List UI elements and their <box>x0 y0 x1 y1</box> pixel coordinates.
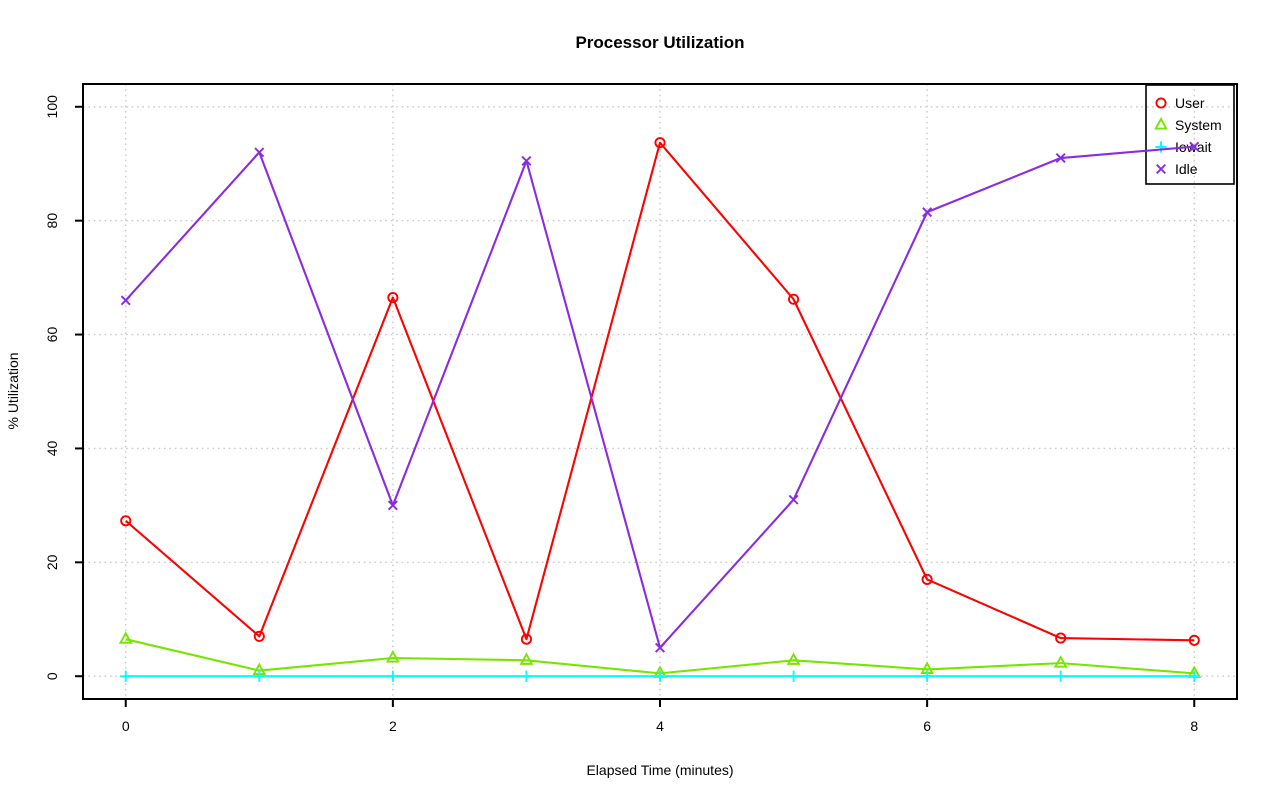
x-tick-label: 6 <box>923 718 931 734</box>
series-marker-iowait <box>654 670 666 682</box>
series-marker-user <box>1188 634 1200 646</box>
x-tick-label: 4 <box>656 718 664 734</box>
series-marker-user <box>1055 632 1067 644</box>
series-marker-user <box>387 291 399 304</box>
legend-label-user: User <box>1175 95 1205 111</box>
y-tick-label: 80 <box>44 213 60 229</box>
series-marker-idle <box>788 494 799 505</box>
series-system <box>118 631 1202 678</box>
series-marker-iowait <box>253 670 265 682</box>
series-marker-idle <box>387 500 398 511</box>
x-tick-label: 2 <box>389 718 397 734</box>
series-marker-iowait <box>520 670 533 682</box>
series-marker-idle <box>1189 141 1200 152</box>
series-marker-user <box>788 293 800 305</box>
y-tick-label: 100 <box>44 95 60 119</box>
series-marker-user <box>921 573 933 585</box>
series-marker-user <box>120 515 132 527</box>
series-marker-iowait <box>787 670 800 682</box>
y-tick-label: 40 <box>44 440 60 456</box>
series-marker-user <box>520 633 532 645</box>
grid-lines <box>83 84 1237 699</box>
legend-marker-idle-icon <box>1156 164 1166 174</box>
series-marker-user <box>253 630 265 642</box>
series-marker-system <box>118 631 133 644</box>
chart-title: Processor Utilization <box>575 33 744 52</box>
series-marker-idle <box>254 147 265 158</box>
series-marker-iowait <box>120 670 132 682</box>
legend-marker-iowait-icon <box>1155 141 1167 153</box>
x-tick-label: 8 <box>1190 718 1198 734</box>
series-marker-iowait <box>387 670 399 682</box>
x-tick-label: 0 <box>122 718 130 734</box>
series-marker-iowait <box>1188 670 1200 682</box>
series-marker-idle <box>655 642 665 653</box>
legend-label-idle: Idle <box>1175 161 1198 177</box>
series-marker-system <box>1053 655 1068 668</box>
series-idle <box>120 141 1200 653</box>
series-marker-user <box>654 137 666 149</box>
legend-label-system: System <box>1175 117 1222 133</box>
y-axis-label: % Utilization <box>5 352 21 429</box>
y-tick-label: 60 <box>44 327 60 343</box>
series-marker-idle <box>521 155 532 166</box>
series-marker-idle <box>120 295 131 306</box>
data-series <box>118 137 1202 682</box>
x-axis-label: Elapsed Time (minutes) <box>586 762 733 778</box>
y-tick-label: 20 <box>44 554 60 570</box>
series-line-user <box>125 141 1195 642</box>
series-line-idle <box>124 145 1195 649</box>
series-user <box>120 137 1200 646</box>
series-marker-system <box>519 652 534 665</box>
series-iowait <box>120 670 1200 682</box>
series-marker-system <box>385 650 400 663</box>
series-marker-iowait <box>1055 670 1067 682</box>
y-tick-label: 0 <box>44 672 60 680</box>
series-marker-iowait <box>921 670 933 682</box>
series-marker-idle <box>1055 153 1066 163</box>
series-marker-idle <box>922 207 933 218</box>
series-marker-system <box>786 652 801 665</box>
legend-marker-system-icon <box>1154 117 1168 130</box>
legend-marker-user-icon <box>1155 97 1167 109</box>
